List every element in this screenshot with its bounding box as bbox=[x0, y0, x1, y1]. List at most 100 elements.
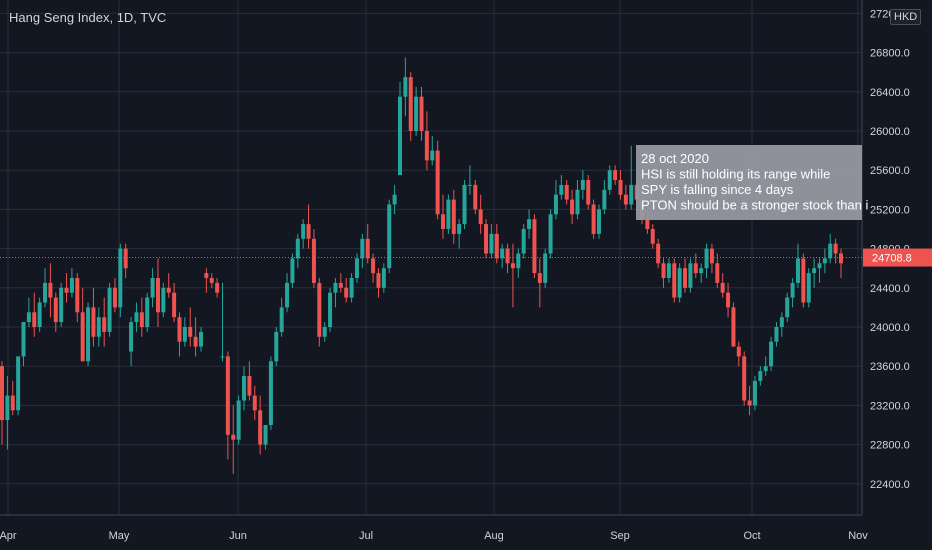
candle-body bbox=[269, 361, 273, 425]
candle-body bbox=[371, 258, 375, 273]
candle-body bbox=[538, 273, 542, 283]
candle-body bbox=[409, 77, 413, 131]
candle-body bbox=[672, 263, 676, 297]
candle-body bbox=[253, 396, 257, 411]
candle-body bbox=[705, 249, 709, 269]
candle-body bbox=[312, 239, 316, 283]
candle-body bbox=[183, 327, 187, 342]
candle-body bbox=[48, 283, 52, 298]
candle-body bbox=[393, 195, 397, 205]
candle-body bbox=[592, 205, 596, 234]
candle-body bbox=[280, 307, 284, 332]
candle-body bbox=[156, 278, 160, 312]
candle-body bbox=[102, 317, 106, 332]
candle-body bbox=[624, 195, 628, 205]
note-line: PTON should be a stronger stock than i bbox=[641, 198, 868, 213]
candle-body bbox=[446, 200, 450, 229]
candle-body bbox=[753, 381, 757, 406]
candle-body bbox=[581, 180, 585, 190]
candle-body bbox=[350, 278, 354, 298]
candle-body bbox=[221, 356, 225, 357]
candle-body bbox=[699, 268, 703, 273]
note-line: 28 oct 2020 bbox=[641, 151, 709, 166]
candle-body bbox=[489, 234, 493, 254]
candle-body bbox=[812, 268, 816, 273]
candle-body bbox=[656, 244, 660, 264]
candle-body bbox=[823, 258, 827, 263]
candle-body bbox=[532, 219, 536, 273]
candle-body bbox=[769, 342, 773, 367]
candle-body bbox=[565, 185, 569, 200]
candle-body bbox=[715, 263, 719, 283]
candle-body bbox=[140, 312, 144, 327]
candle-body bbox=[796, 258, 800, 283]
candle-body bbox=[296, 239, 300, 259]
candle-body bbox=[430, 151, 434, 161]
candle-body bbox=[27, 312, 31, 322]
candle-body bbox=[307, 224, 311, 239]
candle-body bbox=[597, 209, 601, 234]
candle-body bbox=[473, 185, 477, 210]
candle-body bbox=[436, 151, 440, 215]
candle-body bbox=[839, 254, 843, 264]
candle-body bbox=[328, 293, 332, 327]
x-tick-label: Nov bbox=[848, 530, 868, 542]
candle-body bbox=[731, 307, 735, 346]
candle-body bbox=[452, 200, 456, 234]
candle-body bbox=[387, 205, 391, 269]
candle-body bbox=[602, 190, 606, 210]
candle-body bbox=[59, 288, 63, 322]
y-tick-label: 26800.0 bbox=[870, 48, 910, 60]
x-tick-label: Jun bbox=[229, 530, 247, 542]
candle-body bbox=[817, 263, 821, 268]
candle-body bbox=[527, 219, 531, 229]
candle-body bbox=[801, 258, 805, 302]
y-tick-label: 23600.0 bbox=[870, 361, 910, 373]
candle-body bbox=[108, 288, 112, 332]
candle-body bbox=[215, 283, 219, 293]
candle-body bbox=[554, 195, 558, 215]
candle-body bbox=[129, 322, 133, 351]
candle-body bbox=[199, 332, 203, 347]
candle-body bbox=[506, 249, 510, 264]
candle-body bbox=[559, 185, 563, 195]
x-tick-label: Apr bbox=[0, 530, 17, 542]
candle-body bbox=[188, 327, 192, 337]
candle-body bbox=[425, 131, 429, 160]
candle-body bbox=[484, 224, 488, 253]
candle-body bbox=[710, 249, 714, 264]
candle-body bbox=[194, 337, 198, 347]
candle-body bbox=[91, 307, 95, 336]
candle-body bbox=[242, 376, 246, 401]
candle-body bbox=[204, 273, 208, 278]
candle-body bbox=[479, 209, 483, 224]
candle-body bbox=[629, 185, 633, 205]
y-tick-label: 24400.0 bbox=[870, 283, 910, 295]
candle-body bbox=[667, 263, 671, 278]
candle-body bbox=[70, 278, 74, 293]
candle-body bbox=[145, 298, 149, 327]
candle-body bbox=[16, 356, 20, 410]
candle-body bbox=[247, 376, 251, 396]
x-tick-label: Oct bbox=[743, 530, 760, 542]
currency-badge[interactable]: HKD bbox=[890, 9, 921, 25]
y-tick-label: 25200.0 bbox=[870, 204, 910, 216]
note-line: SPY is falling since 4 days bbox=[641, 182, 794, 197]
candle-body bbox=[97, 317, 101, 337]
candle-body bbox=[161, 288, 165, 313]
candle-body bbox=[113, 288, 117, 308]
candles bbox=[0, 58, 843, 475]
candle-body bbox=[43, 283, 47, 303]
candle-body bbox=[500, 249, 504, 259]
note-line: HSI is still holding its range while bbox=[641, 167, 830, 182]
candle-body bbox=[780, 317, 784, 327]
candle-body bbox=[5, 396, 9, 421]
candle-body bbox=[376, 273, 380, 288]
candle-body bbox=[586, 180, 590, 205]
candle-body bbox=[645, 219, 649, 229]
candle-body bbox=[758, 371, 762, 381]
candle-body bbox=[366, 239, 370, 259]
